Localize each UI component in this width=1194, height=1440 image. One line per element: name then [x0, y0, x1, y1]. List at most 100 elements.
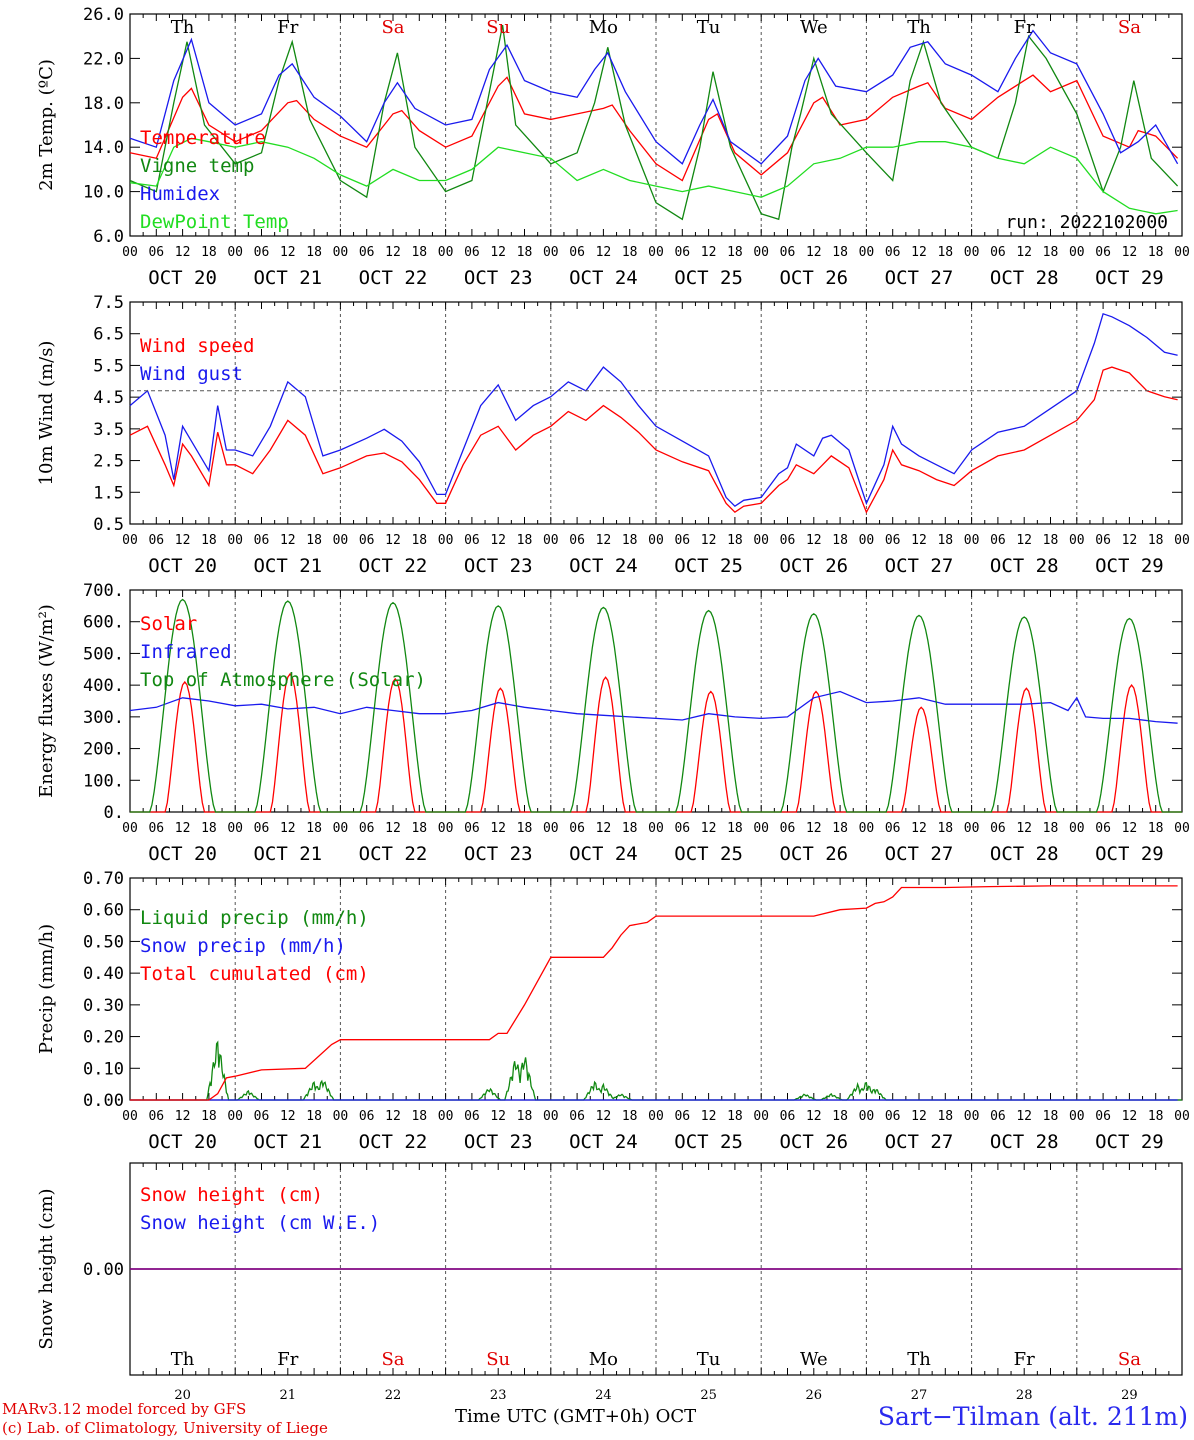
- hour-tick-label: 06: [148, 245, 164, 260]
- station-name: Sart−Tilman (alt. 211m): [877, 1402, 1188, 1431]
- hour-tick-label: 18: [517, 533, 533, 548]
- y-tick-label: 10.0: [83, 183, 124, 203]
- hour-tick-label: 00: [543, 533, 559, 548]
- y-tick-label: 200.: [83, 740, 124, 760]
- hour-tick-label: 12: [1016, 821, 1032, 836]
- hour-tick-label: 00: [1069, 1109, 1085, 1124]
- hour-tick-label: 00: [333, 821, 349, 836]
- hour-tick-label: 18: [832, 533, 848, 548]
- y-tick-label: 0.20: [83, 1028, 124, 1048]
- hour-tick-label: 00: [964, 821, 980, 836]
- hour-tick-label: 18: [937, 821, 953, 836]
- y-tick-label: 0.30: [83, 996, 124, 1016]
- hour-tick-label: 18: [622, 1109, 638, 1124]
- hour-tick-label: 00: [122, 1109, 138, 1124]
- hour-tick-label: 18: [1043, 533, 1059, 548]
- day-number-label: 27: [911, 1388, 928, 1400]
- hour-tick-label: 12: [1122, 245, 1138, 260]
- hour-tick-label: 00: [543, 245, 559, 260]
- date-label: OCT 23: [464, 1131, 533, 1153]
- run-annotation: run: 2022102000: [1005, 212, 1168, 233]
- hour-tick-label: 06: [359, 245, 375, 260]
- lab-credit: (c) Lab. of Climatology, University of L…: [2, 1419, 328, 1437]
- hour-tick-label: 12: [490, 245, 506, 260]
- y-tick-label: 0.10: [83, 1059, 124, 1079]
- hour-tick-label: 00: [648, 821, 664, 836]
- hour-tick-label: 12: [1016, 533, 1032, 548]
- hour-tick-label: 18: [306, 821, 322, 836]
- hour-tick-label: 06: [674, 1109, 690, 1124]
- date-label: OCT 25: [674, 267, 743, 289]
- hour-tick-label: 12: [911, 245, 927, 260]
- date-label: OCT 20: [148, 1131, 217, 1153]
- hour-tick-label: 18: [1148, 245, 1164, 260]
- hour-tick-label: 18: [1043, 1109, 1059, 1124]
- hour-tick-label: 12: [385, 245, 401, 260]
- y-tick-label: 0.40: [83, 964, 124, 984]
- hour-tick-label: 06: [780, 533, 796, 548]
- legend-entry: Infrared: [140, 641, 232, 663]
- hour-tick-label: 12: [806, 533, 822, 548]
- hour-tick-label: 18: [1148, 1109, 1164, 1124]
- date-label: OCT 20: [148, 267, 217, 289]
- hour-tick-label: 12: [806, 821, 822, 836]
- hour-tick-label: 00: [648, 533, 664, 548]
- hour-tick-label: 00: [964, 533, 980, 548]
- legend-entry: Humidex: [140, 183, 220, 205]
- y-tick-label: 700.: [83, 581, 124, 601]
- legend-entry: Snow height (cm W.E.): [140, 1212, 380, 1234]
- y-tick-label: 0.5: [93, 515, 124, 535]
- hour-tick-label: 18: [201, 821, 217, 836]
- y-tick-label: 7.5: [93, 293, 124, 313]
- hour-tick-label: 12: [490, 1109, 506, 1124]
- legend-entry: Total cumulated (cm): [140, 963, 369, 985]
- hour-tick-label: 12: [385, 533, 401, 548]
- hour-tick-label: 18: [937, 533, 953, 548]
- date-label: OCT 29: [1095, 267, 1164, 289]
- hour-tick-label: 06: [569, 245, 585, 260]
- weekday-label: Mo: [589, 17, 618, 38]
- weekday-label: Fr: [277, 1349, 298, 1370]
- hour-tick-label: 00: [227, 1109, 243, 1124]
- hour-tick-label: 06: [1095, 533, 1111, 548]
- panel-2: 0.5 1.5 2.5 3.5 4.5 5.5 6.5 7.5 10m Wind (m/s) Wi…: [36, 293, 1190, 577]
- hour-tick-label: 18: [727, 1109, 743, 1124]
- hour-tick-label: 12: [175, 1109, 191, 1124]
- hour-tick-label: 18: [1148, 821, 1164, 836]
- hour-tick-label: 12: [1016, 245, 1032, 260]
- hour-tick-label: 18: [1043, 245, 1059, 260]
- date-label: OCT 25: [674, 843, 743, 865]
- day-number-label: 24: [595, 1388, 612, 1400]
- hour-tick-label: 06: [254, 245, 270, 260]
- y-tick-label: 0.70: [83, 869, 124, 889]
- weekday-label: Tu: [697, 17, 721, 38]
- hour-tick-label: 18: [622, 821, 638, 836]
- hour-tick-label: 12: [490, 821, 506, 836]
- hour-tick-label: 18: [411, 533, 427, 548]
- hour-tick-label: 00: [122, 533, 138, 548]
- date-label: OCT 22: [359, 555, 428, 577]
- date-label: OCT 20: [148, 555, 217, 577]
- y-tick-label: 0.00: [83, 1260, 124, 1280]
- hour-tick-label: 06: [1095, 821, 1111, 836]
- weekday-label: We: [800, 1349, 828, 1370]
- hour-tick-label: 06: [990, 245, 1006, 260]
- hour-tick-label: 12: [1122, 1109, 1138, 1124]
- hour-tick-label: 00: [333, 1109, 349, 1124]
- hour-tick-label: 00: [1069, 821, 1085, 836]
- date-label: OCT 28: [990, 843, 1059, 865]
- y-tick-label: 1.5: [93, 483, 124, 503]
- legend-entry: Wind gust: [140, 363, 243, 385]
- hour-tick-label: 12: [175, 245, 191, 260]
- hour-tick-label: 06: [464, 533, 480, 548]
- hour-tick-label: 18: [622, 533, 638, 548]
- weekday-label: Th: [171, 17, 195, 38]
- hour-tick-label: 12: [490, 533, 506, 548]
- hour-tick-label: 18: [517, 821, 533, 836]
- y-tick-label: 18.0: [83, 94, 124, 114]
- hour-tick-label: 12: [911, 821, 927, 836]
- hour-tick-label: 12: [596, 1109, 612, 1124]
- date-label: OCT 21: [253, 555, 322, 577]
- panel-5: 0.00 Snow height (cm) Snow height (cm) Snow…: [36, 1162, 1183, 1400]
- hour-tick-label: 12: [1122, 533, 1138, 548]
